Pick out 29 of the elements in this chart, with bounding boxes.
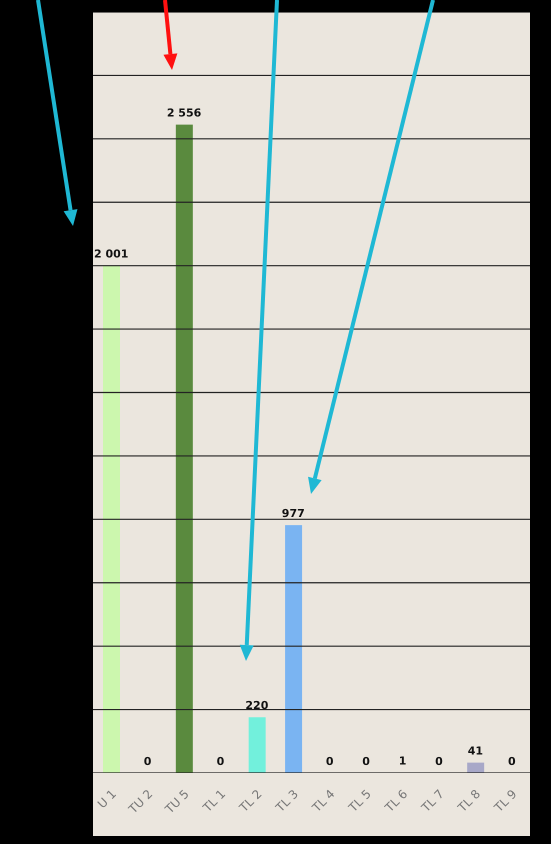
x-tick-label: TL 5 <box>345 786 374 816</box>
bar <box>103 265 120 773</box>
data-label: 220 <box>245 699 269 712</box>
data-label: 41 <box>468 744 484 758</box>
data-label: 977 <box>282 507 305 520</box>
bar <box>248 717 266 773</box>
data-label: 0 <box>144 755 152 768</box>
x-tick-label: TL 7 <box>418 786 447 816</box>
bar <box>176 124 193 773</box>
data-label: 0 <box>508 755 516 768</box>
x-tick-label: TU 2 <box>125 786 156 817</box>
data-label: 0 <box>362 755 370 768</box>
data-label: 0 <box>435 755 444 768</box>
x-tick-label: TL 4 <box>308 786 338 816</box>
x-tick-label: TL 6 <box>382 786 410 816</box>
x-tick-label: TL 1 <box>200 786 228 816</box>
data-label: 0 <box>326 755 334 768</box>
data-label: 2 556 <box>166 106 202 120</box>
bar <box>467 762 484 773</box>
x-tick-label: U 1 <box>94 786 119 812</box>
x-tick-label: TU 5 <box>162 786 192 817</box>
x-tick-label: TL 8 <box>454 786 484 816</box>
x-tick-label: TL 3 <box>272 786 302 816</box>
data-label: 1 <box>398 754 406 768</box>
x-tick-label: TL 9 <box>490 786 520 816</box>
x-tick-label: TL 2 <box>236 786 265 816</box>
bar <box>285 525 302 773</box>
data-label: 2 001 <box>94 247 128 260</box>
data-label: 0 <box>216 755 225 768</box>
